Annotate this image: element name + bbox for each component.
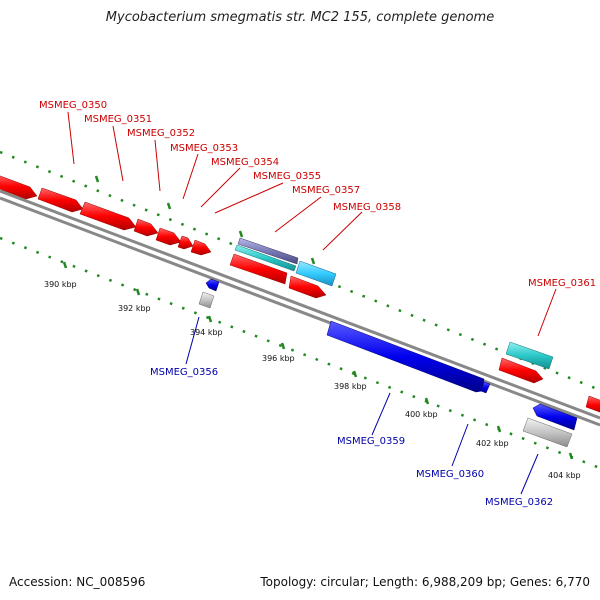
label-msmeg-0356[interactable]: MSMEG_0356 bbox=[150, 367, 218, 378]
scale-label-396: 396 kbp bbox=[262, 354, 295, 363]
label-msmeg-0362[interactable]: MSMEG_0362 bbox=[485, 497, 553, 508]
top-gene-labels: MSMEG_0350 MSMEG_0351 MSMEG_0352 MSMEG_0… bbox=[39, 100, 596, 289]
gene-msmeg-0350[interactable] bbox=[0, 174, 38, 200]
label-msmeg-0351[interactable]: MSMEG_0351 bbox=[84, 114, 152, 125]
label-msmeg-0350[interactable]: MSMEG_0350 bbox=[39, 100, 107, 111]
major-ticks bbox=[62, 175, 574, 460]
scale-label-394: 394 kbp bbox=[190, 328, 223, 337]
feature-msmeg-0357-slate[interactable] bbox=[237, 237, 299, 265]
gene-msmeg-0363[interactable] bbox=[585, 395, 600, 414]
gene-msmeg-0361[interactable] bbox=[498, 357, 544, 384]
reverse-other-track bbox=[198, 291, 573, 448]
genome-title: Mycobacterium smegmatis str. MC2 155, co… bbox=[105, 10, 495, 25]
bottom-gene-labels: MSMEG_0356 MSMEG_0359 MSMEG_0360 MSMEG_0… bbox=[150, 367, 553, 508]
label-msmeg-0357[interactable]: MSMEG_0357 bbox=[292, 185, 360, 196]
gene-msmeg-0355b[interactable] bbox=[190, 239, 212, 256]
label-msmeg-0358[interactable]: MSMEG_0358 bbox=[333, 202, 401, 213]
reverse-cds-track bbox=[205, 278, 578, 431]
forward-other-track bbox=[234, 237, 554, 370]
gene-msmeg-0362[interactable] bbox=[532, 403, 578, 431]
scale-label-404: 404 kbp bbox=[548, 471, 581, 480]
scale-label-400: 400 kbp bbox=[405, 410, 438, 419]
gene-msmeg-0352[interactable] bbox=[79, 201, 137, 231]
genome-summary-text: Topology: circular; Length: 6,988,209 bp… bbox=[260, 575, 590, 589]
label-msmeg-0354[interactable]: MSMEG_0354 bbox=[211, 157, 279, 168]
forward-cds-track bbox=[0, 174, 600, 414]
gene-msmeg-0355[interactable] bbox=[177, 235, 194, 250]
label-msmeg-0355[interactable]: MSMEG_0355 bbox=[253, 171, 321, 182]
top-label-leaders bbox=[67, 111, 557, 337]
gene-msmeg-0359b[interactable] bbox=[480, 381, 491, 394]
label-msmeg-0359[interactable]: MSMEG_0359 bbox=[337, 436, 405, 447]
gene-msmeg-0359[interactable] bbox=[326, 320, 485, 393]
scale-label-390: 390 kbp bbox=[44, 280, 77, 289]
feature-msmeg-0361-cyan[interactable] bbox=[505, 341, 554, 370]
scale-label-392: 392 kbp bbox=[118, 304, 151, 313]
scale-labels: 390 kbp 392 kbp 394 kbp 396 kbp 398 kbp … bbox=[44, 280, 581, 480]
scale-label-398: 398 kbp bbox=[334, 382, 367, 391]
bottom-label-leaders bbox=[185, 316, 539, 495]
gene-msmeg-0351[interactable] bbox=[37, 187, 84, 213]
gene-msmeg-0356[interactable] bbox=[205, 278, 220, 292]
gene-msmeg-0353[interactable] bbox=[133, 218, 159, 237]
feature-msmeg-0362-grey[interactable] bbox=[522, 417, 573, 448]
label-msmeg-0361[interactable]: MSMEG_0361 bbox=[528, 278, 596, 289]
label-msmeg-0360[interactable]: MSMEG_0360 bbox=[416, 469, 484, 480]
label-msmeg-0353[interactable]: MSMEG_0353 bbox=[170, 143, 238, 154]
feature-msmeg-0357-cyan[interactable] bbox=[234, 244, 297, 272]
feature-msmeg-0358-sky[interactable] bbox=[295, 260, 337, 287]
accession-text: Accession: NC_008596 bbox=[9, 575, 146, 589]
gene-msmeg-0358[interactable] bbox=[288, 275, 327, 299]
feature-msmeg-0356-grey[interactable] bbox=[198, 291, 215, 309]
genome-backbone bbox=[0, 189, 600, 427]
gene-msmeg-0354[interactable] bbox=[155, 227, 182, 246]
label-msmeg-0352[interactable]: MSMEG_0352 bbox=[127, 128, 195, 139]
gene-msmeg-0357[interactable] bbox=[229, 253, 288, 285]
scale-label-402: 402 kbp bbox=[476, 439, 509, 448]
